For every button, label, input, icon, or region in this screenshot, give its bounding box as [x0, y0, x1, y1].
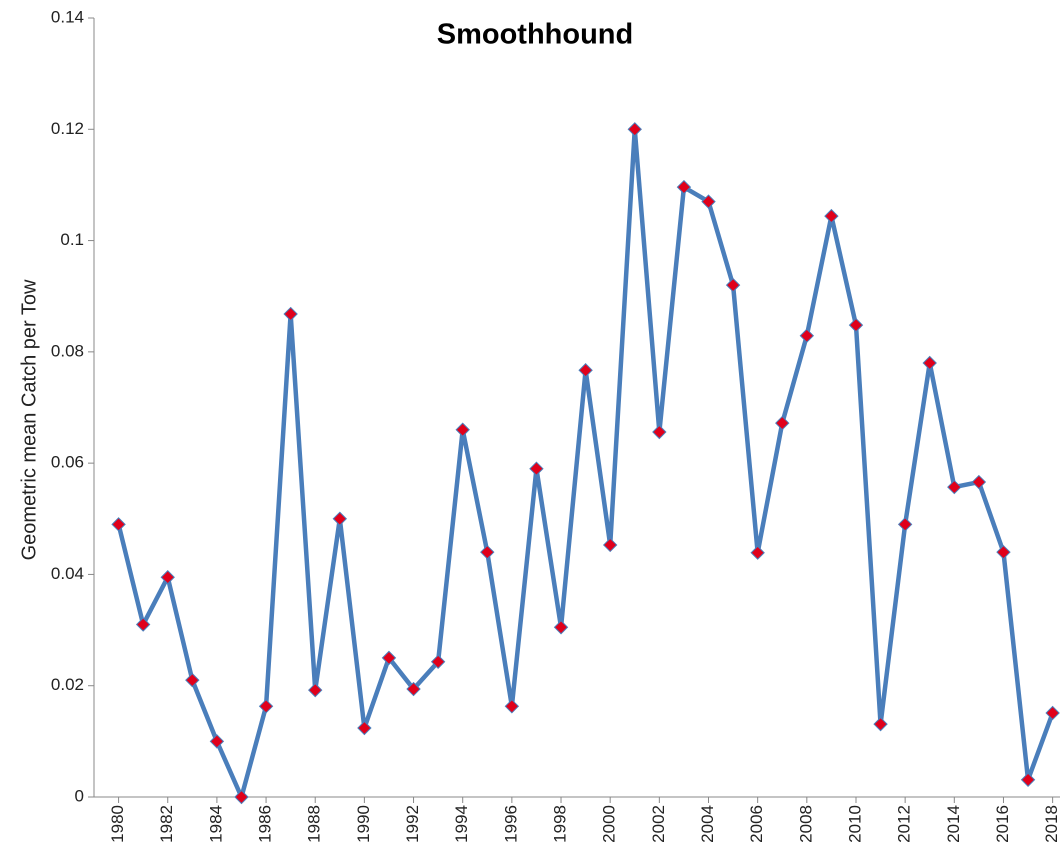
x-tick-label: 2012 — [895, 805, 914, 843]
data-point — [234, 789, 249, 805]
data-point — [947, 479, 962, 495]
x-tick-label: 2000 — [600, 805, 619, 843]
y-tick-label: 0.08 — [51, 341, 84, 360]
x-tick-label: 1998 — [551, 805, 570, 843]
y-tick-label: 0.14 — [51, 7, 84, 26]
data-point — [971, 474, 987, 490]
x-tick-label: 2010 — [845, 805, 864, 843]
data-point — [627, 122, 642, 137]
data-point — [430, 654, 446, 669]
y-axis-title: Geometric mean Catch per Tow — [18, 279, 40, 560]
data-point — [578, 363, 593, 378]
data-point — [553, 620, 569, 635]
x-tick-label: 2018 — [1042, 805, 1060, 843]
data-point — [504, 699, 520, 714]
data-point — [455, 422, 470, 437]
data-point — [160, 570, 175, 585]
data-point — [824, 208, 839, 224]
x-tick-label: 2016 — [993, 805, 1012, 843]
data-point — [529, 461, 544, 476]
x-tick-label: 2008 — [796, 805, 815, 843]
data-point — [996, 544, 1011, 560]
data-point — [308, 682, 323, 698]
data-point — [381, 650, 397, 666]
data-point — [652, 424, 667, 440]
data-point — [1045, 705, 1060, 721]
x-tick-label: 2006 — [747, 805, 766, 843]
x-tick-label: 1994 — [452, 805, 471, 843]
chart-title: Smoothhound — [437, 19, 634, 51]
data-point — [701, 194, 716, 209]
data-point — [406, 681, 421, 697]
y-tick-label: 0.02 — [51, 675, 84, 694]
data-line — [116, 127, 1055, 800]
data-point — [676, 179, 692, 195]
data-point — [209, 734, 225, 749]
data-point — [602, 537, 618, 553]
x-tick-label: 1990 — [354, 805, 373, 843]
data-point — [111, 517, 126, 532]
data-point — [357, 720, 372, 736]
data-point — [283, 306, 298, 322]
data-point — [848, 317, 864, 333]
y-tick-label: 0 — [75, 786, 84, 805]
data-point — [258, 699, 274, 714]
y-tick-label: 0.06 — [51, 453, 84, 472]
x-tick-label: 2002 — [649, 805, 668, 843]
y-tick-label: 0.12 — [51, 119, 84, 138]
x-tick-label: 1980 — [108, 805, 127, 843]
y-tick-label: 0.04 — [51, 564, 84, 583]
x-tick-label: 1986 — [256, 805, 275, 843]
data-point — [775, 415, 790, 431]
x-tick-label: 1988 — [305, 805, 324, 843]
data-point — [185, 672, 200, 688]
data-point — [922, 355, 937, 371]
x-tick-label: 1984 — [206, 805, 225, 843]
data-point — [873, 716, 888, 732]
x-tick-label: 1992 — [403, 805, 422, 843]
x-tick-label: 1982 — [157, 805, 176, 843]
y-tick-label: 0.1 — [60, 230, 84, 249]
x-tick-label: 1996 — [501, 805, 520, 843]
data-point — [897, 517, 913, 532]
data-point — [750, 545, 765, 560]
data-point — [480, 544, 495, 560]
data-point — [725, 277, 741, 293]
x-tick-label: 2004 — [698, 805, 717, 843]
data-point — [1020, 772, 1036, 787]
x-tick-label: 2014 — [944, 805, 963, 843]
data-point — [135, 617, 151, 632]
data-point — [799, 328, 815, 343]
data-point — [332, 511, 348, 526]
